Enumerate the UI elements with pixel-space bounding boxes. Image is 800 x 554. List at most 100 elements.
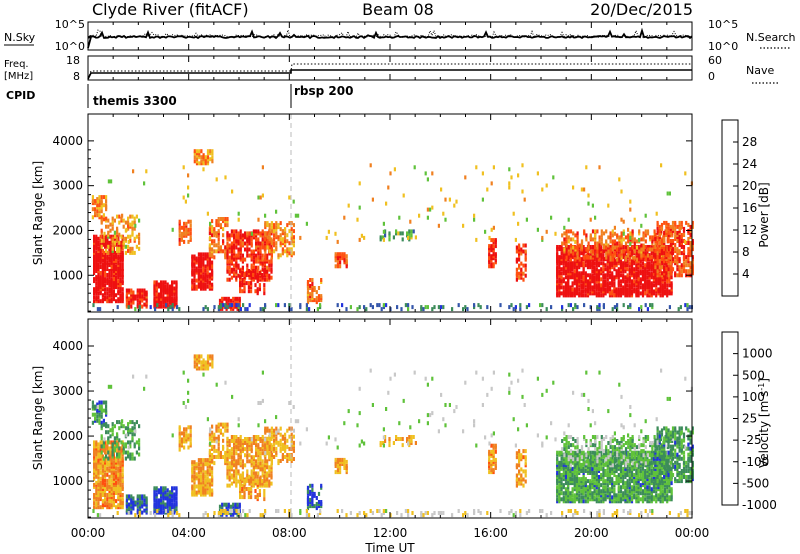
power-cell [674, 243, 677, 247]
power-cell [108, 279, 111, 284]
power-cell [676, 239, 679, 243]
power-cell [433, 305, 436, 310]
power-cell [646, 247, 650, 252]
velocity-cell [189, 441, 192, 446]
velocity-cell [173, 508, 176, 513]
power-cell [198, 149, 201, 154]
power-cell [230, 275, 233, 280]
velocity-cell [93, 448, 96, 453]
power-cell [237, 217, 240, 222]
power-cell [127, 216, 130, 221]
power-cell [611, 271, 614, 276]
power-cell [644, 271, 647, 276]
power-cell [261, 267, 264, 272]
power-cell [615, 287, 618, 292]
power-cell [124, 236, 127, 241]
power-cell [149, 305, 152, 310]
power-cell [187, 193, 190, 198]
power-cell [660, 226, 664, 231]
power-cell [600, 237, 603, 242]
power-cell [624, 241, 628, 246]
power-cell [671, 239, 675, 243]
power-cell [215, 249, 218, 254]
freq-right-tick-top: 60 [708, 54, 722, 67]
power-cell [508, 181, 511, 186]
velocity-cell [270, 426, 273, 431]
power-cell [232, 296, 235, 301]
power-cell [111, 226, 114, 231]
power-cell [105, 216, 108, 221]
power-cell [576, 255, 579, 260]
power-cell [660, 265, 664, 270]
power-cell [635, 271, 638, 276]
power-cell [371, 197, 374, 202]
power-cell [622, 249, 625, 254]
power-cell [595, 267, 598, 272]
power-cell [224, 175, 227, 180]
power-cell [230, 267, 233, 272]
power-cell [284, 239, 287, 244]
power-cell [105, 224, 108, 229]
power-cell [593, 255, 596, 260]
velocity-cell [160, 500, 163, 505]
power-cell [93, 234, 96, 239]
velocity-cell [193, 460, 196, 465]
power-cell [654, 255, 657, 260]
power-cell [512, 211, 515, 216]
power-cell [178, 221, 181, 226]
velocity-cell [97, 458, 100, 463]
power-ytick-label: 4000 [52, 134, 83, 148]
velocity-cell [122, 442, 125, 447]
velocity-cell [277, 461, 280, 466]
power-cell [119, 277, 122, 282]
power-cell [284, 235, 287, 240]
power-cell [108, 273, 111, 277]
power-cell [224, 219, 227, 224]
power-cell [670, 281, 673, 286]
power-cell [572, 251, 575, 256]
power-cell [589, 291, 592, 296]
velocity-cell [250, 455, 253, 460]
power-cell [286, 253, 289, 258]
velocity-cell [102, 422, 105, 427]
velocity-cell [107, 436, 110, 441]
velocity-cell [197, 470, 200, 475]
power-cell [226, 305, 229, 310]
power-cell [250, 231, 253, 236]
power-cell [235, 265, 238, 270]
power-cell [252, 275, 255, 280]
power-cell [245, 271, 248, 275]
power-cell [215, 233, 218, 238]
power-cell [197, 256, 200, 261]
velocity-cell [239, 439, 242, 443]
velocity-cell [121, 493, 124, 497]
power-cell [580, 239, 584, 244]
power-cell [654, 233, 657, 237]
power-cell [584, 271, 587, 276]
velocity-cell [124, 426, 127, 431]
power-cell [138, 296, 142, 301]
velocity-cell [202, 490, 205, 495]
power-cell [494, 244, 497, 249]
velocity-cell [208, 457, 211, 461]
power-cell [222, 227, 225, 232]
power-cell [562, 277, 565, 282]
power-cell [679, 305, 682, 310]
velocity-cell [98, 404, 101, 409]
velocity-cell [168, 492, 171, 497]
power-cell [631, 237, 634, 242]
velocity-cell [125, 500, 128, 505]
velocity-cell [193, 364, 196, 369]
power-cell [597, 285, 601, 290]
power-cell [209, 221, 212, 226]
power-cell [660, 222, 664, 227]
power-cell [545, 183, 548, 188]
velocity-cell [257, 457, 260, 462]
velocity-cell [153, 502, 156, 507]
power-cell [567, 271, 570, 276]
power-cell [646, 271, 649, 276]
power-cell [561, 305, 564, 310]
power-cell [279, 243, 282, 248]
power-cell [371, 305, 374, 310]
power-cell [655, 211, 658, 216]
